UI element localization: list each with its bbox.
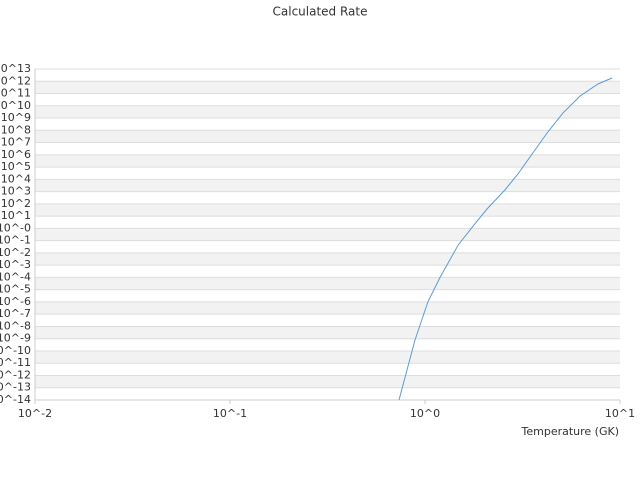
y-tick-label: 10^12 bbox=[0, 74, 31, 87]
y-tick-label: 10^-10 bbox=[0, 344, 31, 357]
grid-band bbox=[35, 228, 620, 241]
y-tick-label: 10^-5 bbox=[0, 283, 31, 296]
y-tick-label: 10^3 bbox=[1, 185, 31, 198]
grid-band bbox=[35, 277, 620, 290]
data-line bbox=[398, 77, 613, 401]
grid-band bbox=[35, 130, 620, 143]
y-tick-label: 10^11 bbox=[0, 87, 31, 100]
y-tick-label: 10^-13 bbox=[0, 381, 31, 394]
y-tick-label: 10^-0 bbox=[0, 221, 31, 234]
x-tick-label: 10^1 bbox=[605, 407, 635, 420]
y-tick-label: 10^13 bbox=[0, 62, 31, 75]
grid-band bbox=[35, 350, 620, 364]
y-tick-label: 10^-2 bbox=[0, 246, 31, 259]
grid-band bbox=[35, 375, 620, 388]
y-tick-label: 10^-14 bbox=[0, 393, 31, 406]
y-tick-label: 10^-4 bbox=[0, 270, 31, 283]
y-tick-label: 10^2 bbox=[1, 197, 31, 210]
y-tick-label: 10^10 bbox=[0, 99, 31, 112]
grid-band bbox=[35, 154, 620, 168]
x-axis-label: Temperature (GK) bbox=[521, 425, 620, 438]
y-tick-label: 10^-3 bbox=[0, 258, 31, 271]
y-tick-label: 10^-6 bbox=[0, 295, 31, 308]
chart-title: Calculated Rate bbox=[273, 5, 368, 19]
y-tick-label: 10^-1 bbox=[0, 234, 31, 247]
y-tick-label: 10^-12 bbox=[0, 368, 31, 381]
y-tick-label: 10^1 bbox=[1, 209, 31, 222]
y-tick-label: 10^-11 bbox=[0, 356, 31, 369]
y-tick-label: 10^8 bbox=[1, 123, 31, 136]
grid-band bbox=[35, 252, 620, 266]
y-tick-label: 10^-8 bbox=[0, 319, 31, 332]
grid-band bbox=[35, 105, 620, 119]
y-tick-label: 10^6 bbox=[1, 148, 31, 161]
grid-band bbox=[35, 179, 620, 192]
y-tick-label: 10^-9 bbox=[0, 332, 31, 345]
y-tick-label: 10^4 bbox=[1, 172, 31, 185]
x-tick-label: 10^0 bbox=[410, 407, 440, 420]
y-tick-label: 10^-7 bbox=[0, 307, 31, 320]
y-tick-label: 10^5 bbox=[1, 160, 31, 173]
grid-band bbox=[35, 203, 620, 217]
x-tick-label: 10^-2 bbox=[18, 407, 52, 420]
y-tick-label: 10^9 bbox=[1, 111, 31, 124]
grid-band bbox=[35, 301, 620, 315]
y-tick-label: 10^7 bbox=[1, 136, 31, 149]
grid-band bbox=[35, 81, 620, 94]
grid-band bbox=[35, 326, 620, 339]
x-tick-label: 10^-1 bbox=[213, 407, 247, 420]
